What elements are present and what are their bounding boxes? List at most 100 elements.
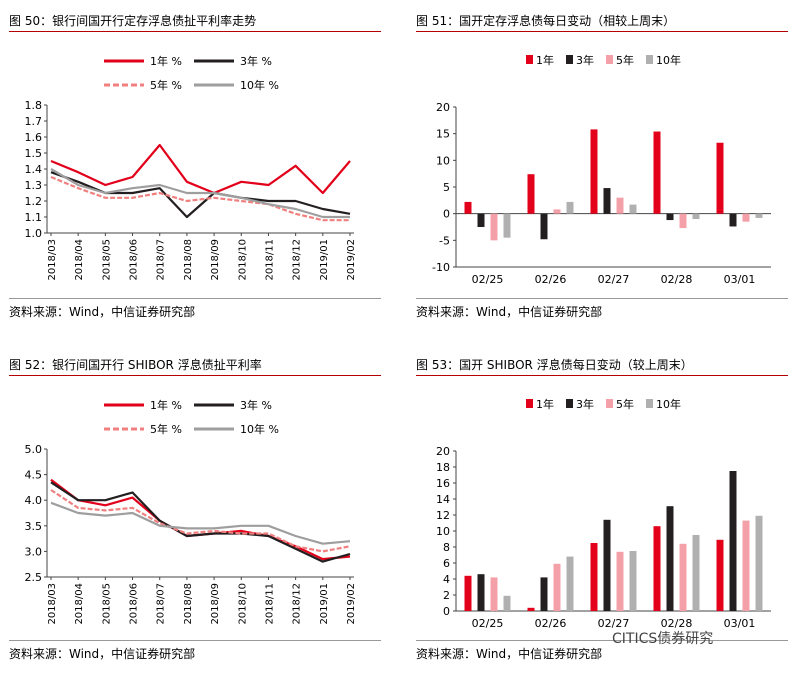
x-tick-label: 2018/11 <box>264 239 275 281</box>
y-tick-label: 1.1 <box>25 211 43 224</box>
bar <box>553 563 561 611</box>
bar <box>729 471 737 611</box>
x-tick-label: 2018/04 <box>74 583 85 625</box>
y-tick-label: 4 <box>443 573 450 586</box>
x-tick-label: 2018/03 <box>47 583 58 625</box>
x-tick-label: 03/01 <box>724 617 756 630</box>
bar <box>464 201 472 214</box>
y-tick-label: 1.8 <box>25 99 43 112</box>
y-tick-label: 3.0 <box>25 545 43 558</box>
bar <box>527 607 535 611</box>
y-tick-label: 15 <box>436 128 450 141</box>
x-tick-label: 2018/03 <box>47 239 58 281</box>
x-tick-label: 03/01 <box>724 273 756 286</box>
bar <box>692 213 700 219</box>
x-tick-label: 2018/12 <box>292 583 303 625</box>
panel-title: 图 53：国开 SHIBOR 浮息债每日变动（较上周末） <box>416 357 788 376</box>
watermark: CITICS债券研究 <box>612 631 714 647</box>
bar <box>629 551 637 611</box>
bar <box>540 577 548 611</box>
x-tick-label: 02/27 <box>598 617 630 630</box>
legend-label: 3年 <box>576 397 594 411</box>
legend-swatch <box>606 399 613 408</box>
x-tick-label: 2018/08 <box>183 239 194 281</box>
bar <box>679 213 687 229</box>
line-chart-50: 1年 % 3年 % 5年 % 10年 % 1.0 1.1 1.2 1.3 1.4 1.5 1.6 1.… <box>25 54 358 281</box>
y-tick-label: 14 <box>436 493 450 506</box>
x-tick-label: 2019/01 <box>319 583 330 625</box>
bar <box>755 213 763 218</box>
line-chart-52: 1年 % 3年 % 5年 % 10年 % 2.5 3.0 3.5 4.0 4.5 5.0 2018/… <box>25 398 358 625</box>
bar-chart-53: 1年 3年 5年 10年 0 2 4 6 8 10 12 14 16 18 20 02/25 02/26 02/2… <box>436 397 771 630</box>
legend-label: 3年 % <box>240 398 272 412</box>
legend-label: 3年 % <box>240 54 272 68</box>
bar <box>590 129 598 214</box>
legend-label: 10年 <box>656 53 681 67</box>
x-tick-label: 02/27 <box>598 273 630 286</box>
bar <box>692 535 700 611</box>
series-line <box>50 143 351 195</box>
bar <box>716 142 724 214</box>
panel-title: 图 50：银行间国开行定存浮息债扯平利率走势 <box>9 13 381 32</box>
x-tick-label: 2018/10 <box>237 583 248 625</box>
bar <box>716 539 724 611</box>
x-tick-label: 2018/12 <box>292 239 303 281</box>
bar <box>477 213 485 227</box>
panel-51: 图 51：国开定存浮息债每日变动（相较上周末） 1年 3年 5年 10年 -10 -5 0 5… <box>416 13 788 323</box>
panel-source: 资料来源：Wind，中信证券研究部 <box>9 298 381 320</box>
y-tick-label: -5 <box>439 234 450 247</box>
x-tick-label: 2018/06 <box>129 239 140 281</box>
bar <box>653 131 661 214</box>
y-tick-label: 0 <box>443 605 450 618</box>
y-tick-label: 10 <box>436 525 450 538</box>
panel-50: 图 50：银行间国开行定存浮息债扯平利率走势 1年 % 3年 % 5年 % 10年 %… <box>9 13 381 323</box>
bar <box>566 201 574 214</box>
x-tick-label: 2019/02 <box>346 583 357 625</box>
y-tick-label: 3.5 <box>25 520 43 533</box>
legend-label: 1年 <box>536 397 554 411</box>
legend-label: 1年 % <box>150 398 182 412</box>
legend-swatch <box>646 399 653 408</box>
legend-label: 5年 <box>616 397 634 411</box>
legend-label: 10年 <box>656 397 681 411</box>
panel-source: 资料来源：Wind，中信证券研究部 <box>416 298 788 320</box>
series-line <box>50 489 351 553</box>
x-tick-label: 2018/10 <box>237 239 248 281</box>
x-tick-label: 02/26 <box>535 273 567 286</box>
series-line <box>50 175 350 222</box>
bar <box>616 551 624 611</box>
bar <box>477 574 485 611</box>
y-tick-label: 5 <box>443 181 450 194</box>
y-tick-label: 4.5 <box>25 469 43 482</box>
legend-label: 10年 % <box>240 78 279 92</box>
x-tick-label: 02/28 <box>661 617 693 630</box>
series-line <box>50 171 351 219</box>
bar <box>490 577 498 611</box>
y-tick-label: 12 <box>436 509 450 522</box>
bar <box>755 515 763 611</box>
bar <box>603 188 611 214</box>
panel-source: 资料来源：Wind，中信证券研究部 <box>9 640 381 662</box>
x-tick-label: 2018/07 <box>156 239 167 281</box>
y-tick-label: 2 <box>443 589 450 602</box>
legend-label: 10年 % <box>240 422 279 436</box>
y-tick-label: 1.4 <box>25 163 43 176</box>
bar-chart-51: 1年 3年 5年 10年 -10 -5 0 5 10 15 20 02/25 02/26 02/27 02/… <box>432 53 771 286</box>
x-tick-label: 02/25 <box>472 617 504 630</box>
y-tick-label: 18 <box>436 461 450 474</box>
panel-title: 图 52：银行间国开行 SHIBOR 浮息债扯平利率 <box>9 357 381 376</box>
bar <box>590 543 598 611</box>
y-tick-label: 2.5 <box>25 571 43 584</box>
bar <box>616 197 624 214</box>
x-tick-label: 2018/05 <box>101 239 112 281</box>
y-tick-label: 1.5 <box>25 147 43 160</box>
y-tick-label: 5.0 <box>25 443 43 456</box>
bar <box>527 174 535 214</box>
bar <box>603 519 611 611</box>
bar <box>503 595 511 611</box>
bar <box>566 556 574 611</box>
y-tick-label: 16 <box>436 477 450 490</box>
y-tick-label: 1.6 <box>25 131 43 144</box>
panel-53: 图 53：国开 SHIBOR 浮息债每日变动（较上周末） 1年 3年 5年 10年 0 2… <box>416 357 788 667</box>
y-tick-label: 1.2 <box>25 195 43 208</box>
